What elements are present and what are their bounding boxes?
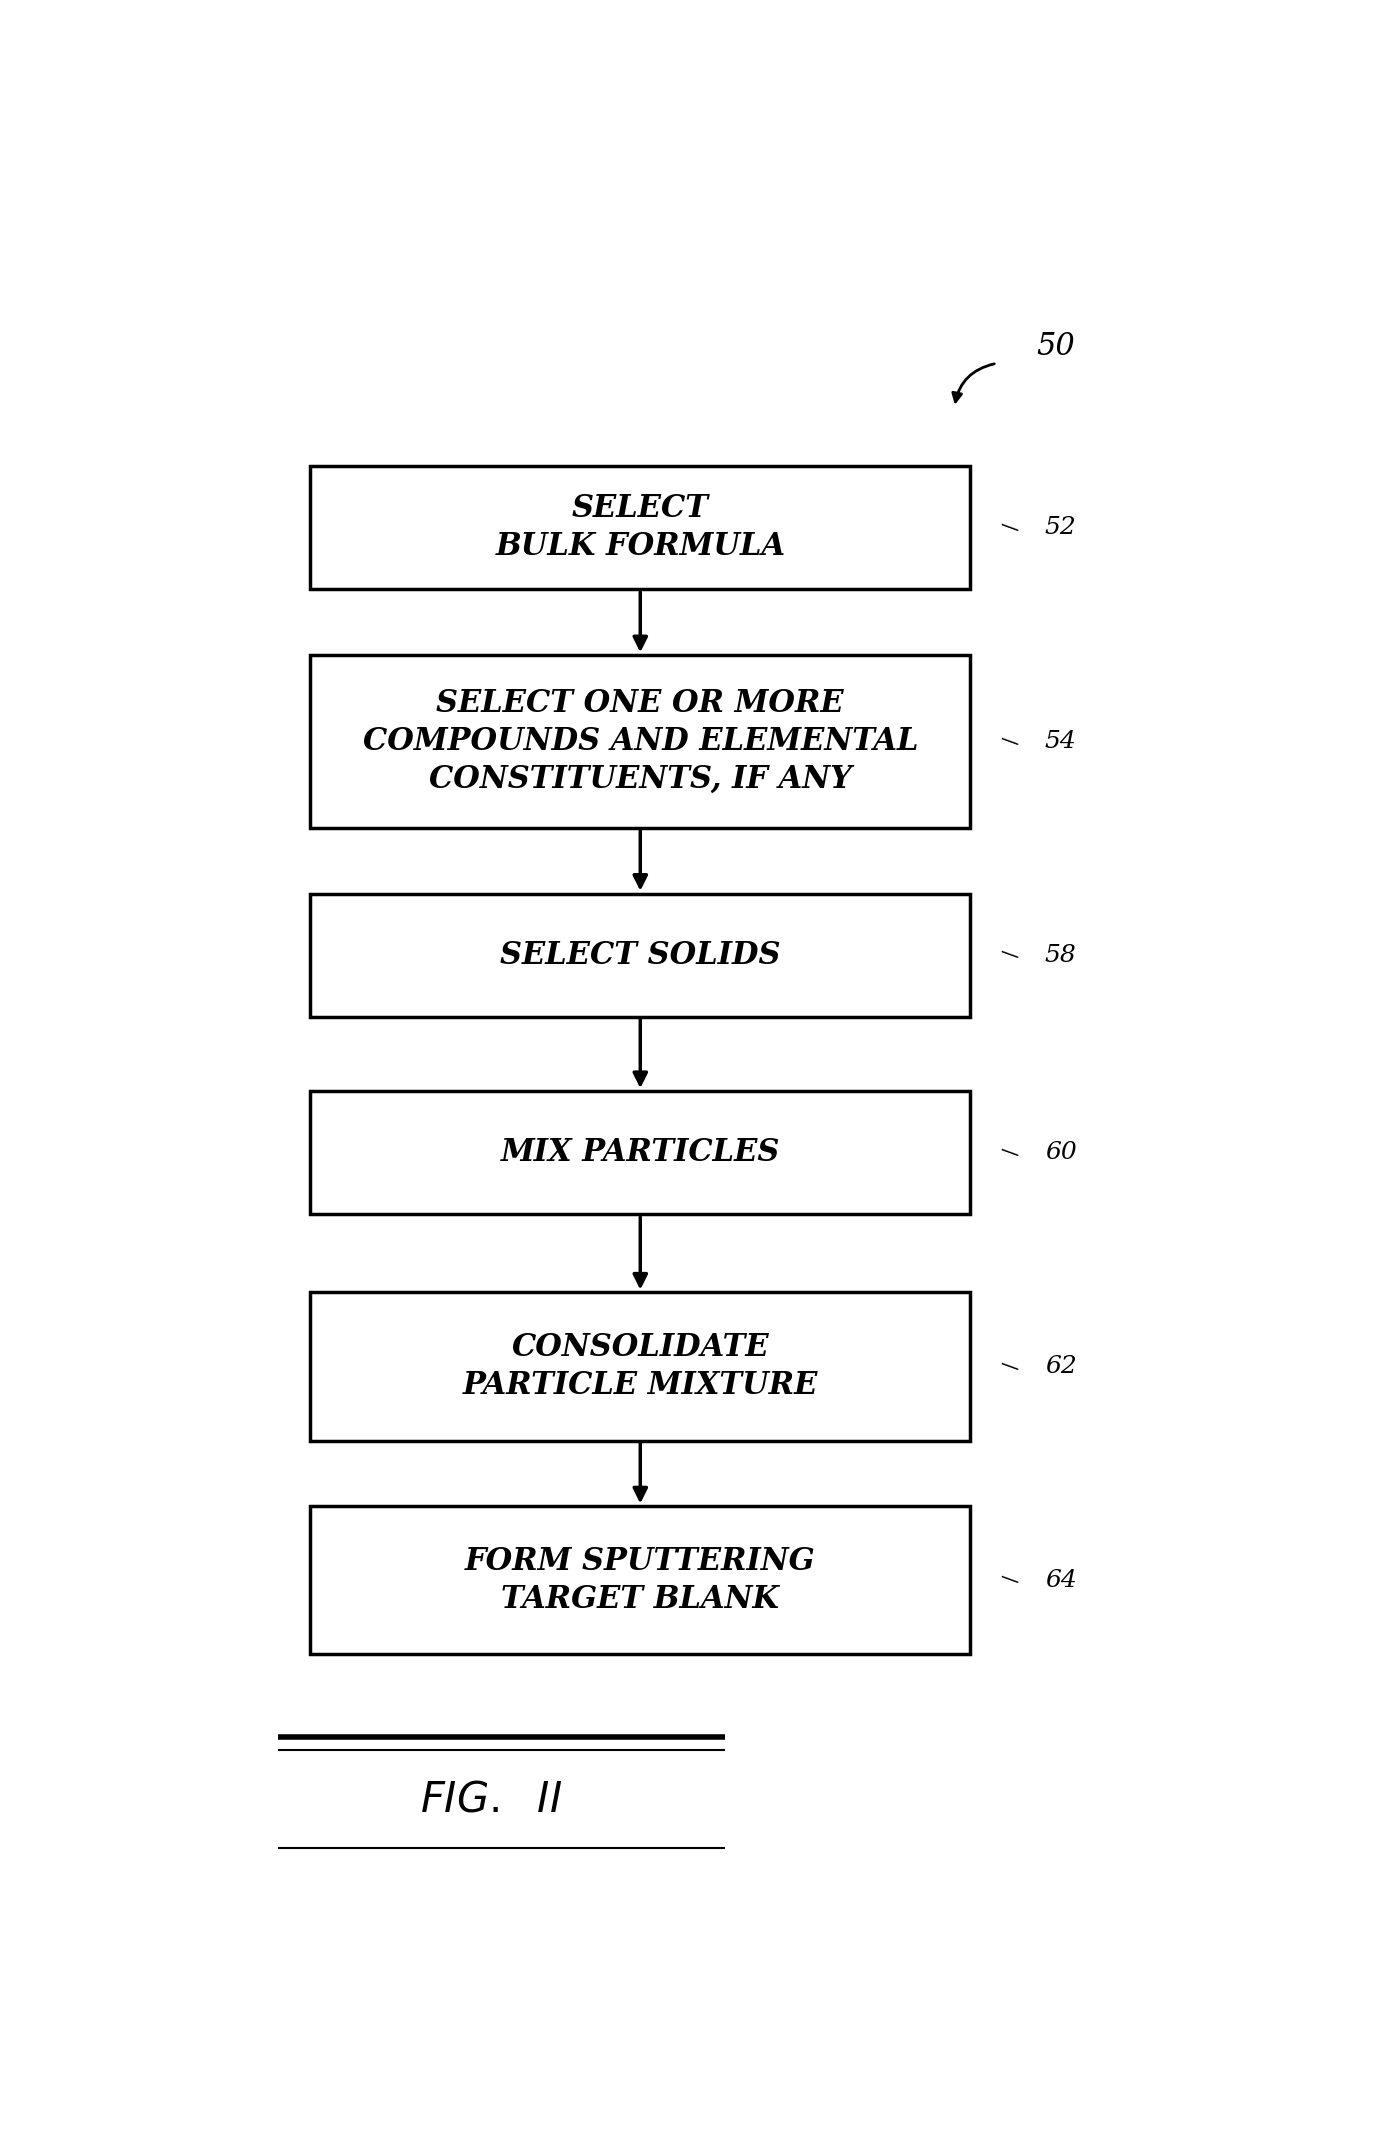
Text: —: — [998,1354,1022,1380]
Text: 54: 54 [1046,731,1077,754]
Text: MIX PARTICLES: MIX PARTICLES [500,1136,780,1168]
Bar [311,893,970,1017]
Text: —: — [998,515,1022,540]
Text: 58: 58 [1046,944,1077,968]
Text: —: — [998,1141,1022,1164]
Bar [311,466,970,590]
Bar [311,656,970,829]
Text: SELECT ONE OR MORE
COMPOUNDS AND ELEMENTAL
CONSTITUENTS, IF ANY: SELECT ONE OR MORE COMPOUNDS AND ELEMENT… [363,688,918,795]
Text: SELECT
BULK FORMULA: SELECT BULK FORMULA [495,493,786,562]
Text: 64: 64 [1046,1568,1077,1591]
Bar [311,1091,970,1215]
Text: 62: 62 [1046,1354,1077,1378]
Text: 52: 52 [1046,517,1077,538]
Text: FORM SPUTTERING
TARGET BLANK: FORM SPUTTERING TARGET BLANK [464,1546,816,1615]
Text: 50: 50 [1036,331,1074,363]
Text: —: — [998,1568,1022,1593]
Text: CONSOLIDATE
PARTICLE MIXTURE: CONSOLIDATE PARTICLE MIXTURE [463,1333,818,1401]
Text: —: — [998,942,1022,968]
Text: 60: 60 [1046,1141,1077,1164]
Bar [311,1506,970,1653]
Text: —: — [998,728,1022,754]
Bar [311,1292,970,1440]
Text: SELECT SOLIDS: SELECT SOLIDS [500,940,780,972]
Text: $\mathit{FIG.\ \ II}$: $\mathit{FIG.\ \ II}$ [420,1777,562,1820]
